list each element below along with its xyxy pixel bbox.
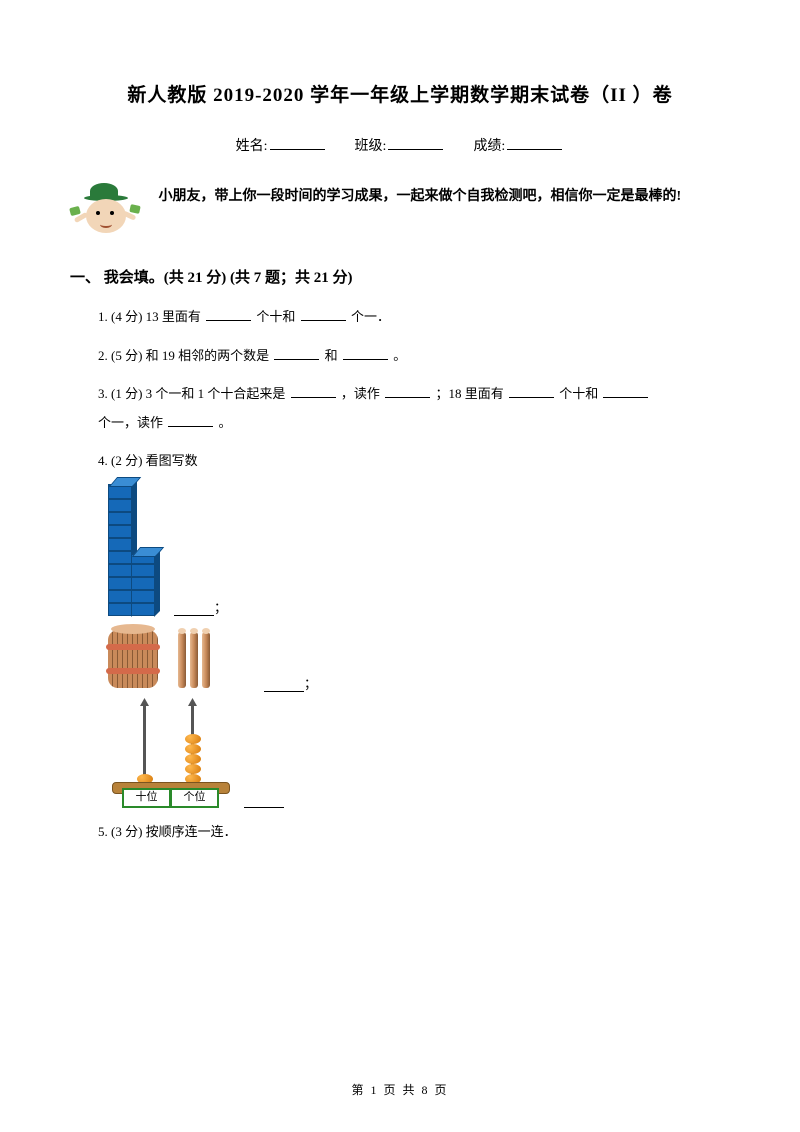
- q1-text-a: 1. (4 分) 13 里面有: [98, 309, 201, 324]
- q2-blank-2[interactable]: [343, 345, 388, 360]
- footer-c: 页: [430, 1083, 449, 1097]
- q4-fig-blocks-row: ；: [98, 486, 730, 616]
- footer-total: 8: [422, 1083, 430, 1097]
- abacus-icon: 十位 个位: [108, 698, 238, 808]
- q3-blank-2[interactable]: [385, 383, 430, 398]
- q1-text-b: 个十和: [256, 309, 295, 324]
- footer-b: 页 共: [378, 1083, 421, 1097]
- footer-a: 第: [351, 1083, 370, 1097]
- mascot-icon: [70, 183, 145, 248]
- question-3: 3. (1 分) 3 个一和 1 个十合起来是 ，读作 ；18 里面有 个十和 …: [98, 380, 730, 437]
- q3-text-3: ；18 里面有: [435, 386, 503, 401]
- intro-text: 小朋友，带上你一段时间的学习成果，一起来做个自我检测吧，相信你一定是最棒的!: [159, 189, 682, 204]
- name-label: 姓名:: [236, 139, 268, 154]
- question-2: 2. (5 分) 和 19 相邻的两个数是 和 。: [98, 342, 730, 371]
- q3-text-2: ，读作: [341, 386, 380, 401]
- q2-text-a: 2. (5 分) 和 19 相邻的两个数是: [98, 348, 269, 363]
- q1-text-c: 个一．: [351, 309, 390, 324]
- score-label: 成绩:: [473, 139, 505, 154]
- q4-figures: ； ；: [98, 486, 730, 808]
- abacus-tens-label: 十位: [122, 788, 171, 808]
- q1-blank-2[interactable]: [301, 306, 346, 321]
- q3-blank-1[interactable]: [291, 383, 336, 398]
- section-1-heading: 一、 我会填。(共 21 分) (共 7 题；共 21 分): [70, 266, 730, 287]
- question-5: 5. (3 分) 按顺序连一连．: [98, 818, 730, 847]
- intro-block: 小朋友，带上你一段时间的学习成果，一起来做个自我检测吧，相信你一定是最棒的!: [70, 183, 730, 248]
- abacus-ones-label: 个位: [170, 788, 219, 808]
- question-4: 4. (2 分) 看图写数: [98, 447, 730, 476]
- q3-text-1: 3. (1 分) 3 个一和 1 个十合起来是: [98, 386, 285, 401]
- q1-blank-1[interactable]: [206, 306, 251, 321]
- student-info-row: 姓名: 班级: 成绩:: [70, 135, 730, 155]
- q3-text-5: 个一，读作: [98, 415, 163, 430]
- q3-blank-4[interactable]: [603, 383, 648, 398]
- semicolon-1: ；: [214, 597, 227, 616]
- q4-blank-2[interactable]: [264, 679, 304, 692]
- q3-text-6: 。: [219, 415, 232, 430]
- sticks-icon: [108, 622, 258, 692]
- q3-blank-3[interactable]: [509, 383, 554, 398]
- q2-text-c: 。: [393, 348, 406, 363]
- exam-title: 新人教版 2019-2020 学年一年级上学期数学期末试卷（II ）卷: [70, 80, 730, 107]
- score-blank[interactable]: [507, 135, 562, 150]
- q4-blank-1[interactable]: [174, 603, 214, 616]
- name-blank[interactable]: [270, 135, 325, 150]
- q2-text-b: 和: [325, 348, 338, 363]
- q4-fig-sticks-row: ；: [98, 622, 730, 692]
- q4-fig-abacus-row: 十位 个位: [98, 698, 730, 808]
- class-blank[interactable]: [388, 135, 443, 150]
- q2-blank-1[interactable]: [274, 345, 319, 360]
- q3-blank-5[interactable]: [168, 412, 213, 427]
- page: 新人教版 2019-2020 学年一年级上学期数学期末试卷（II ）卷 姓名: …: [0, 0, 800, 1132]
- q4-blank-3[interactable]: [244, 795, 284, 808]
- blocks-icon: [108, 486, 168, 616]
- class-label: 班级:: [355, 139, 387, 154]
- semicolon-2: ；: [304, 673, 317, 692]
- question-1: 1. (4 分) 13 里面有 个十和 个一．: [98, 303, 730, 332]
- q3-text-4: 个十和: [559, 386, 598, 401]
- page-footer: 第 1 页 共 8 页: [0, 1081, 800, 1098]
